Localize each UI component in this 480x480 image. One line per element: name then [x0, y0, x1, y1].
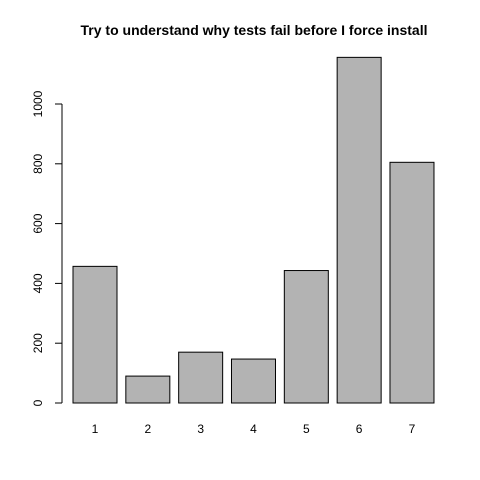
y-tick-label: 1000 [31, 90, 45, 117]
chart-title: Try to understand why tests fail before … [81, 22, 428, 38]
x-tick-label: 2 [144, 422, 151, 436]
x-tick-label: 1 [92, 422, 99, 436]
bar [336, 56, 382, 404]
bar [72, 265, 118, 404]
x-tick-label: 4 [250, 422, 257, 436]
bar [230, 358, 276, 404]
x-tick-label: 6 [356, 422, 363, 436]
x-tick-label: 5 [303, 422, 310, 436]
bars [72, 56, 435, 404]
bar [389, 161, 435, 404]
bar [283, 270, 329, 404]
x-tick-label: 7 [409, 422, 416, 436]
y-tick-label: 0 [31, 399, 45, 406]
y-tick-label: 400 [31, 273, 45, 293]
x-tick-label: 3 [197, 422, 204, 436]
y-tick-label: 800 [31, 153, 45, 173]
y-tick-label: 600 [31, 213, 45, 233]
x-tick-labels: 1 2 3 4 5 6 7 [92, 422, 416, 436]
bar [178, 351, 224, 404]
bar [125, 375, 171, 404]
y-tick-label: 200 [31, 333, 45, 353]
y-axis: 0 200 400 600 800 1000 [31, 90, 63, 406]
